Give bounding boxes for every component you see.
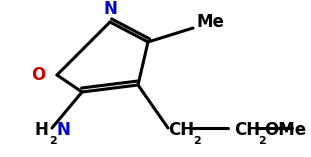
Text: H: H <box>35 121 49 139</box>
Text: 2: 2 <box>258 136 266 146</box>
Text: N: N <box>103 0 117 18</box>
Text: CH: CH <box>168 121 194 139</box>
Text: CH: CH <box>234 121 260 139</box>
Text: 2: 2 <box>193 136 201 146</box>
Text: OMe: OMe <box>264 121 306 139</box>
Text: Me: Me <box>196 13 224 31</box>
Text: 2: 2 <box>49 136 57 146</box>
Text: N: N <box>57 121 71 139</box>
Text: O: O <box>31 66 45 84</box>
